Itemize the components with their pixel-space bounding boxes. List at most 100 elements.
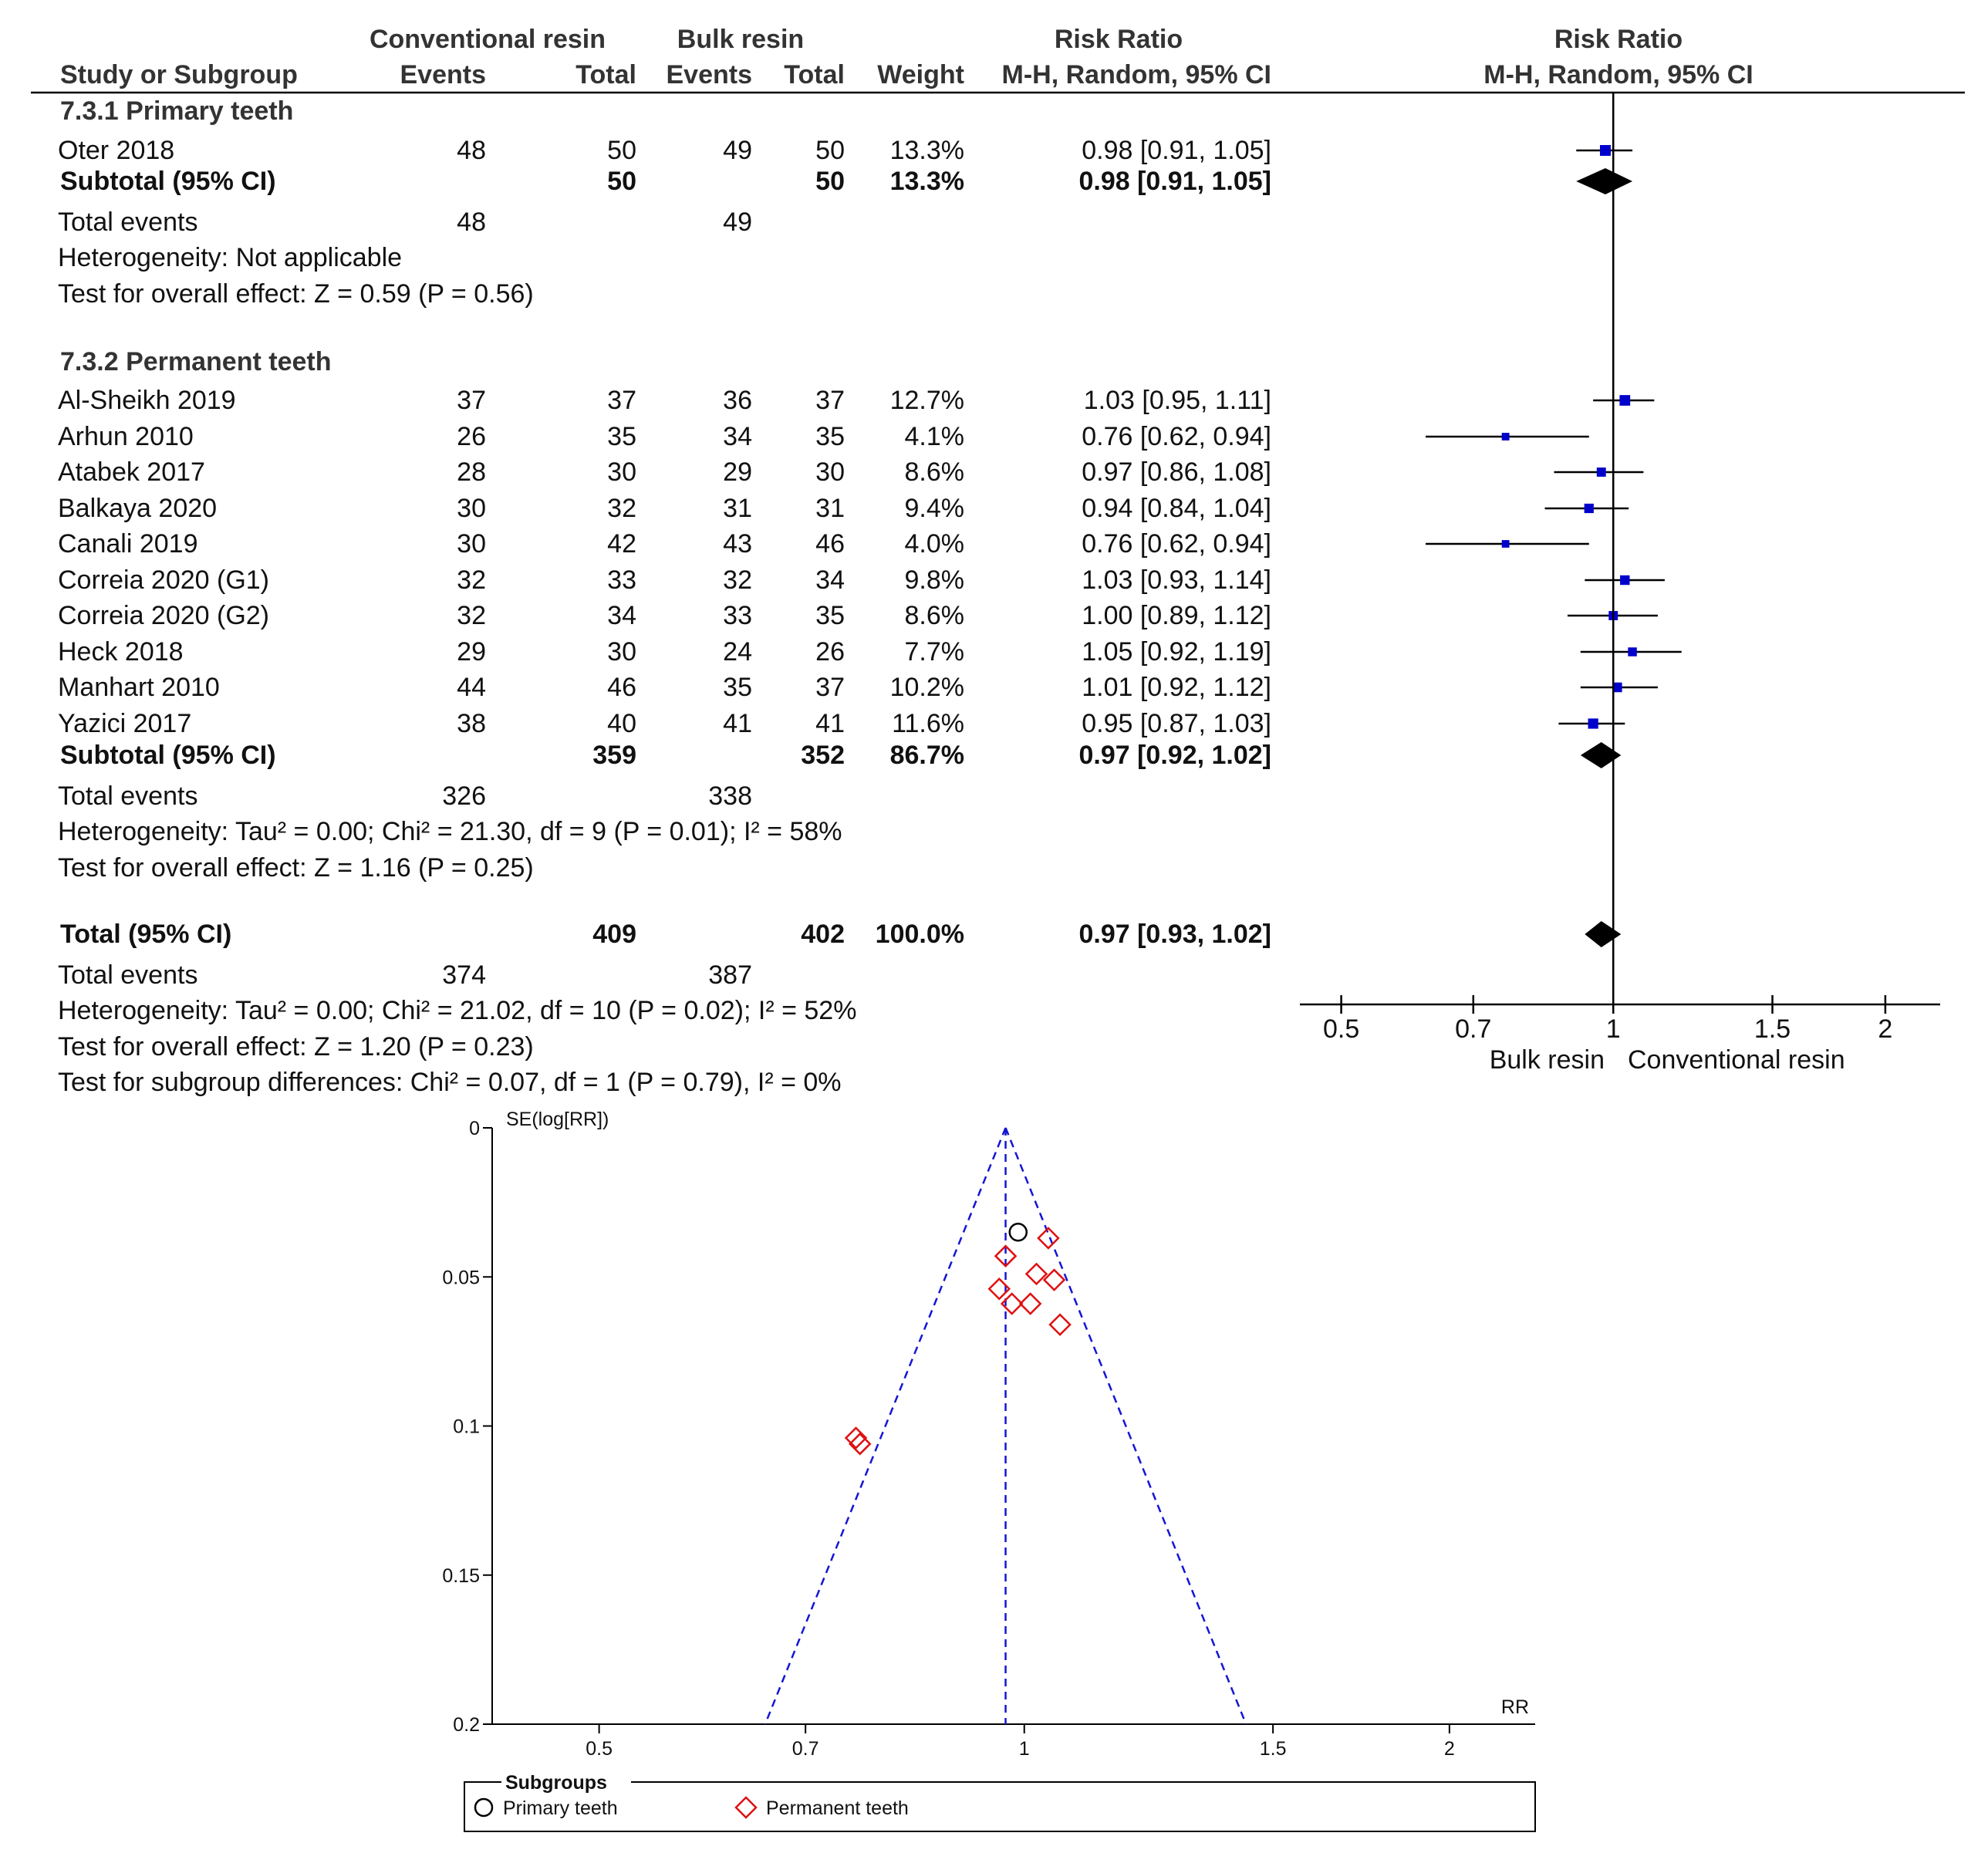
study-name: Correia 2020 (G1) bbox=[58, 565, 269, 595]
study-name: Manhart 2010 bbox=[58, 673, 220, 702]
group2-total-value: 37 bbox=[815, 673, 845, 702]
group2-total-value: 35 bbox=[815, 601, 845, 630]
funnel-x-tick-label: 1 bbox=[1019, 1738, 1030, 1760]
overall-effect-text: Test for overall effect: Z = 1.16 (P = 0… bbox=[58, 853, 534, 883]
group2-events-value: 36 bbox=[723, 386, 752, 415]
subtotal-diamond bbox=[1580, 742, 1622, 768]
group1-total-events: 374 bbox=[442, 960, 486, 990]
study-name: Atabek 2017 bbox=[58, 457, 205, 487]
risk-ratio-ci-value: 0.95 [0.87, 1.03] bbox=[1082, 709, 1271, 738]
permanent-teeth-point bbox=[848, 1432, 872, 1456]
group2-total-value: 402 bbox=[801, 920, 845, 949]
study-effect-square bbox=[1620, 575, 1630, 586]
permanent-teeth-point bbox=[1037, 1227, 1060, 1250]
forest-x-tick-label: 0.7 bbox=[1455, 1014, 1491, 1044]
subgroup-title: 7.3.2 Permanent teeth bbox=[60, 347, 331, 376]
group2-total-value: 41 bbox=[815, 709, 845, 738]
group1-total-value: 50 bbox=[607, 136, 636, 165]
permanent-teeth-point bbox=[1000, 1292, 1024, 1315]
heterogeneity-text: Heterogeneity: Not applicable bbox=[58, 243, 402, 272]
heterogeneity-text: Heterogeneity: Tau² = 0.00; Chi² = 21.30… bbox=[58, 817, 842, 846]
group1-events-value: 32 bbox=[457, 565, 486, 595]
study-effect-square bbox=[1501, 433, 1510, 440]
study-effect-square bbox=[1588, 718, 1598, 729]
study-name: Yazici 2017 bbox=[58, 709, 191, 738]
forest-x-tick-label: 2 bbox=[1878, 1014, 1892, 1044]
group1-total-events: 48 bbox=[457, 208, 486, 237]
risk-ratio-ci-value: 0.97 [0.93, 1.02] bbox=[1078, 920, 1271, 949]
risk-ratio-ci-value: 1.03 [0.93, 1.14] bbox=[1082, 565, 1271, 595]
group1-events-value: 32 bbox=[457, 601, 486, 630]
group1-total-value: 40 bbox=[607, 709, 636, 738]
study-name: Correia 2020 (G2) bbox=[58, 601, 269, 630]
group1-events-header: Events bbox=[400, 60, 487, 89]
subgroup-title: 7.3.1 Primary teeth bbox=[60, 96, 293, 126]
group1-total-events: 326 bbox=[442, 781, 486, 811]
total-events-label: Total events bbox=[58, 208, 197, 237]
weight-value: 13.3% bbox=[890, 167, 964, 196]
primary-teeth-point bbox=[1008, 1223, 1028, 1242]
group1-events-value: 30 bbox=[457, 529, 486, 559]
weight-value: 4.0% bbox=[905, 529, 965, 559]
funnel-x-tick-label: 1.5 bbox=[1260, 1738, 1287, 1760]
legend-primary-label: Primary teeth bbox=[503, 1797, 618, 1819]
group2-total-value: 35 bbox=[815, 422, 845, 451]
total-label: Total (95% CI) bbox=[60, 920, 231, 949]
study-name: Heck 2018 bbox=[58, 637, 184, 667]
study-effect-square bbox=[1501, 540, 1510, 548]
risk-ratio-ci-value: 0.97 [0.86, 1.08] bbox=[1082, 457, 1271, 487]
subtotal-diamond bbox=[1576, 168, 1633, 194]
group1-total-value: 37 bbox=[607, 386, 636, 415]
group2-total-events: 49 bbox=[723, 208, 752, 237]
group2-total-value: 26 bbox=[815, 637, 845, 667]
study-effect-square bbox=[1584, 503, 1594, 514]
risk-ratio-ci-value: 1.05 [0.92, 1.19] bbox=[1082, 637, 1271, 667]
study-name: Canali 2019 bbox=[58, 529, 197, 559]
group1-total-value: 34 bbox=[607, 601, 636, 630]
weight-value: 11.6% bbox=[892, 709, 964, 738]
group1-total-header: Total bbox=[575, 60, 636, 89]
group2-total-value: 50 bbox=[815, 136, 845, 165]
favours-left-label: Bulk resin bbox=[1490, 1045, 1605, 1075]
risk-ratio-ci-value: 0.98 [0.91, 1.05] bbox=[1082, 136, 1271, 165]
weight-value: 13.3% bbox=[890, 136, 964, 165]
subgroup-differences-text: Test for subgroup differences: Chi² = 0.… bbox=[58, 1068, 842, 1097]
permanent-teeth-point bbox=[1048, 1313, 1072, 1336]
group1-events-value: 38 bbox=[457, 709, 486, 738]
overall-diamond bbox=[1585, 921, 1622, 947]
funnel-left-ci-line bbox=[764, 1127, 1007, 1725]
group1-events-value: 44 bbox=[457, 673, 486, 702]
study-name: Al-Sheikh 2019 bbox=[58, 386, 236, 415]
group1-total-value: 50 bbox=[607, 167, 636, 196]
overall-effect-text: Test for overall effect: Z = 1.20 (P = 0… bbox=[58, 1032, 534, 1062]
weight-value: 8.6% bbox=[905, 457, 965, 487]
group2-header: Bulk resin bbox=[677, 25, 804, 54]
group2-events-value: 35 bbox=[723, 673, 752, 702]
weight-value: 8.6% bbox=[905, 601, 965, 630]
plot-method-header: M-H, Random, 95% CI bbox=[1483, 60, 1753, 89]
subtotal-label: Subtotal (95% CI) bbox=[60, 167, 276, 196]
study-effect-square bbox=[1612, 682, 1622, 693]
group2-total-value: 31 bbox=[815, 494, 845, 523]
funnel-x-tick-label: 0.5 bbox=[586, 1738, 613, 1760]
group1-total-value: 42 bbox=[607, 529, 636, 559]
legend-box bbox=[464, 1781, 1536, 1832]
group2-events-value: 41 bbox=[723, 709, 752, 738]
weight-value: 9.4% bbox=[905, 494, 965, 523]
risk-ratio-ci-value: 1.01 [0.92, 1.12] bbox=[1082, 673, 1271, 702]
group1-total-value: 359 bbox=[592, 741, 636, 770]
weight-value: 100.0% bbox=[876, 920, 964, 949]
permanent-teeth-point bbox=[1042, 1268, 1066, 1291]
weight-value: 86.7% bbox=[890, 741, 964, 770]
forest-plot: Conventional resin Bulk resin Risk Ratio Ri… bbox=[31, 25, 1965, 1097]
funnel-x-axis-label: RR bbox=[1501, 1696, 1529, 1718]
weight-value: 4.1% bbox=[905, 422, 965, 451]
weight-value: 9.8% bbox=[905, 565, 965, 595]
funnel-right-ci-line bbox=[1004, 1127, 1247, 1725]
group1-total-value: 409 bbox=[592, 920, 636, 949]
risk-ratio-ci-value: 0.97 [0.92, 1.02] bbox=[1078, 741, 1271, 770]
legend-title: Subgroups bbox=[505, 1772, 607, 1794]
group2-total-value: 50 bbox=[815, 167, 845, 196]
forest-x-tick-label: 1.5 bbox=[1754, 1014, 1791, 1044]
funnel-y-tick-label: 0.05 bbox=[442, 1267, 480, 1288]
